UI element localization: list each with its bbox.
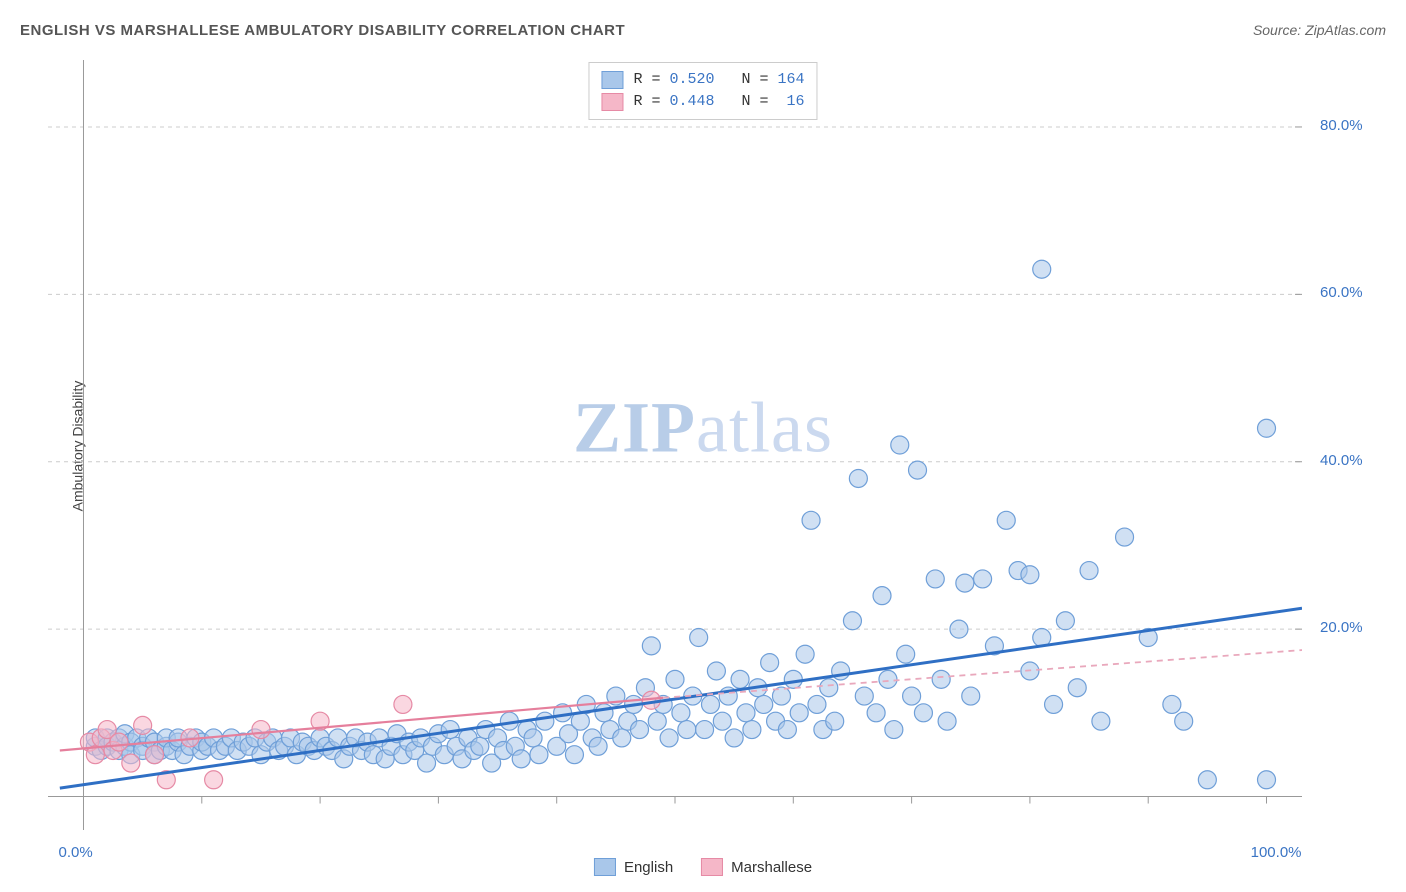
source-text: Source: ZipAtlas.com <box>1253 22 1386 38</box>
x-tick-label: 100.0% <box>1242 844 1302 861</box>
legend-item: English <box>594 858 673 876</box>
chart-title: ENGLISH VS MARSHALLESE AMBULATORY DISABI… <box>20 22 625 39</box>
stats-legend-text: R = 0.448 N = 16 <box>633 91 804 113</box>
scatter-plot <box>48 60 1302 830</box>
y-tick-label: 20.0% <box>1320 619 1363 636</box>
legend-label: Marshallese <box>731 859 812 876</box>
legend-swatch <box>594 858 616 876</box>
series-legend: English Marshallese <box>594 858 812 876</box>
stats-legend: R = 0.520 N = 164R = 0.448 N = 16 <box>588 62 817 120</box>
legend-swatch <box>601 93 623 111</box>
x-tick-label: 0.0% <box>58 844 118 861</box>
stats-legend-row: R = 0.448 N = 16 <box>601 91 804 113</box>
y-tick-label: 40.0% <box>1320 452 1363 469</box>
y-tick-label: 80.0% <box>1320 117 1363 134</box>
stats-legend-text: R = 0.520 N = 164 <box>633 69 804 91</box>
legend-item: Marshallese <box>701 858 812 876</box>
y-tick-label: 60.0% <box>1320 284 1363 301</box>
legend-swatch <box>701 858 723 876</box>
legend-label: English <box>624 859 673 876</box>
stats-legend-row: R = 0.520 N = 164 <box>601 69 804 91</box>
legend-swatch <box>601 71 623 89</box>
